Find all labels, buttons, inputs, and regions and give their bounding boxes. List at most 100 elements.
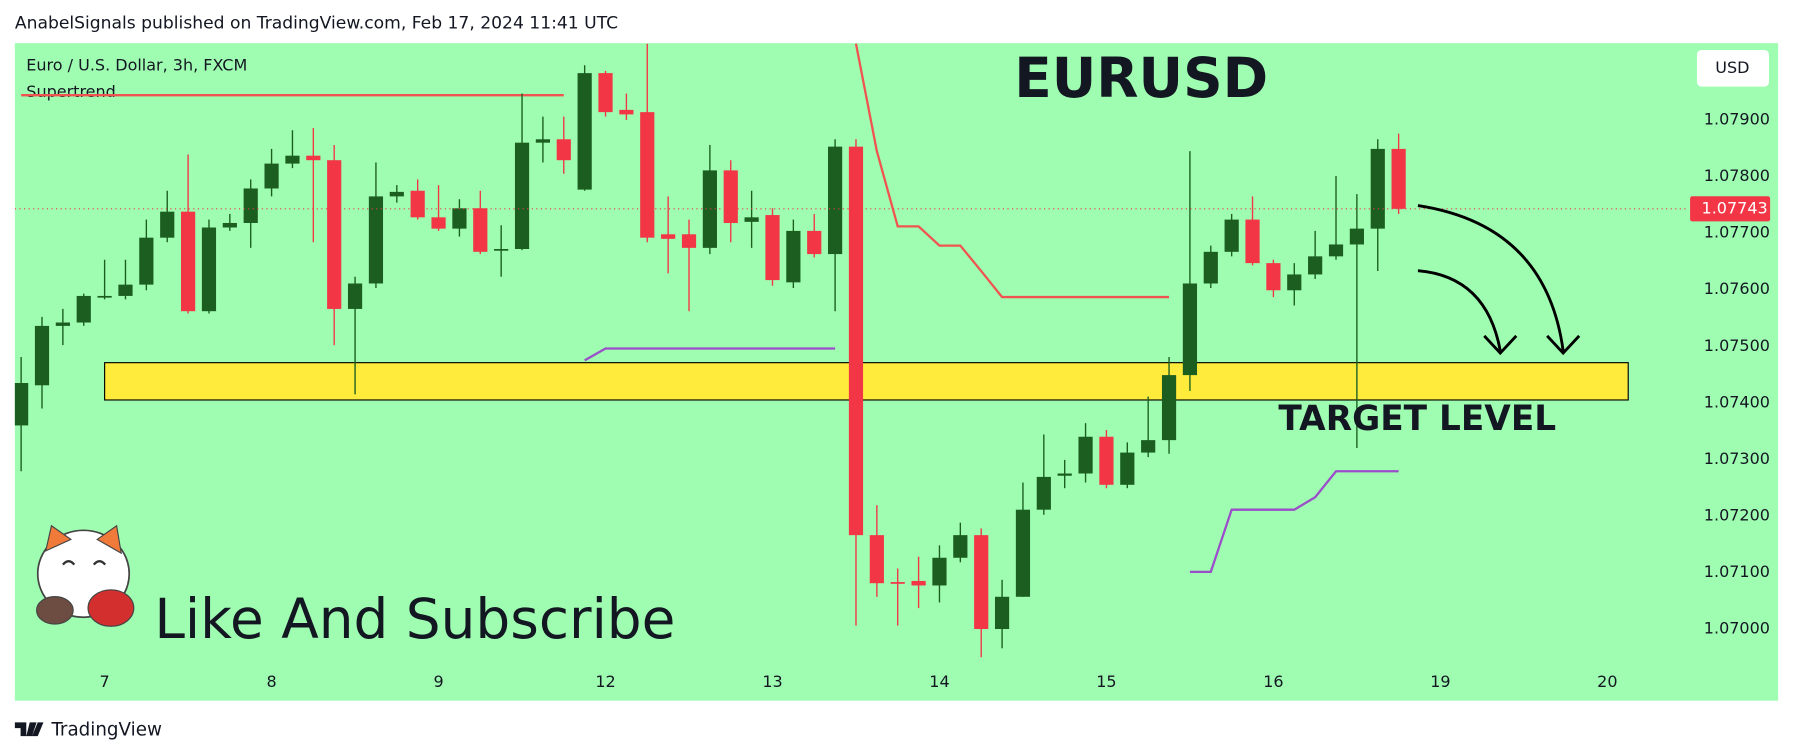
candle-body [1057, 473, 1072, 476]
x-tick-label: 12 [595, 672, 615, 691]
candle-body [1015, 509, 1031, 597]
supertrend-lower [584, 347, 1399, 574]
candle-body [368, 196, 384, 284]
candle-body [139, 237, 154, 285]
x-tick-label: 14 [929, 672, 949, 691]
last-price-label: 1.07743 [1702, 198, 1768, 217]
candle-body [1203, 251, 1218, 284]
y-tick-label: 1.07800 [1704, 166, 1770, 185]
cat-mascot [36, 524, 135, 627]
target-arrows [1417, 204, 1581, 356]
x-tick-label: 19 [1430, 672, 1450, 691]
candle-body [1245, 219, 1260, 264]
y-tick-label: 1.07400 [1704, 392, 1770, 411]
candle-body [1141, 440, 1156, 453]
y-tick-label: 1.07600 [1704, 279, 1770, 298]
candle-body [1224, 219, 1239, 252]
candle-body [556, 139, 571, 161]
candle-body [681, 234, 697, 248]
symbol-label: Euro / U.S. Dollar, 3h, FXCM [26, 56, 247, 75]
candle-body [1161, 375, 1177, 441]
supertrend-upper [21, 43, 1170, 299]
annotation: Like And Subscribe [154, 587, 675, 651]
candle-body [619, 109, 634, 115]
y-tick-label: 1.07100 [1704, 562, 1770, 581]
candle-body [389, 191, 404, 197]
candle-body [160, 211, 175, 238]
y-tick-label: 1.07200 [1704, 505, 1770, 524]
candle-body [869, 535, 884, 584]
candle-body [786, 230, 801, 283]
indicator-label: Supertrend [26, 82, 116, 101]
candle-body [285, 155, 300, 164]
y-tick-label: 1.07300 [1704, 449, 1770, 468]
x-tick-label: 9 [433, 672, 443, 691]
y-tick-label: 1.07500 [1704, 336, 1770, 355]
candle-body [932, 557, 947, 586]
candle-body [431, 217, 446, 229]
last-price-box [1690, 196, 1771, 222]
x-tick-label: 15 [1096, 672, 1116, 691]
x-tick-label: 8 [266, 672, 276, 691]
candle-body [222, 222, 237, 228]
x-tick-label: 7 [100, 672, 110, 691]
candle-body [661, 234, 676, 239]
candle-body [306, 155, 321, 161]
candle-body [1266, 263, 1281, 291]
candle-body [1349, 228, 1364, 245]
candle-body [1099, 436, 1114, 485]
candle-body [97, 295, 112, 298]
candle-body [598, 73, 613, 113]
candle-body [76, 295, 91, 323]
candle-body [974, 535, 989, 630]
chart-title: EURUSD [1014, 46, 1268, 110]
candle-body [890, 582, 905, 584]
candle-body [640, 112, 655, 238]
candle-body [744, 217, 759, 222]
plot [14, 43, 1687, 658]
candle-body [702, 170, 717, 248]
candle-body [181, 211, 196, 312]
candle-body [14, 383, 29, 426]
publish-header: AnabelSignals published on TradingView.c… [15, 14, 618, 34]
x-tick-label: 13 [762, 672, 782, 691]
target-label: TARGET LEVEL [1278, 399, 1556, 439]
candle-body [243, 188, 258, 223]
candle-body [1370, 148, 1385, 229]
x-tick-label: 16 [1263, 672, 1283, 691]
candle-body [327, 160, 342, 309]
y-tick-label: 1.07000 [1704, 619, 1770, 638]
candle-body [494, 248, 509, 251]
y-tick-label: 1.07700 [1704, 223, 1770, 242]
candle-body [1287, 274, 1302, 291]
candle-body [1036, 476, 1051, 510]
candle-body [577, 73, 592, 190]
candle-body [514, 142, 530, 249]
candle-body [1078, 436, 1093, 474]
candle-body [828, 146, 843, 255]
candle-body [1182, 283, 1198, 376]
candle-body [535, 139, 551, 143]
overlay: 1.07000 1.07100 1.07200 1.07300 1.07400 1.075… [100, 110, 1771, 691]
candle-body [34, 325, 50, 386]
candle-body [347, 283, 363, 309]
y-tick-label: 1.07900 [1704, 110, 1770, 129]
candle-body [55, 322, 70, 326]
currency-box[interactable] [1696, 50, 1769, 87]
candle-body [765, 215, 780, 281]
candle-body [1120, 452, 1135, 485]
currency-label[interactable]: USD [1715, 58, 1749, 77]
candle-body [723, 170, 738, 223]
candle-body [848, 146, 864, 536]
candle-body [410, 190, 425, 218]
candle-body [118, 284, 133, 296]
candle-body [994, 596, 1010, 630]
candle-body [1328, 244, 1344, 257]
candle-body [953, 535, 968, 558]
candle-body [1391, 148, 1406, 209]
target-zone [104, 362, 1629, 401]
candle-body [911, 580, 926, 586]
candle-body [473, 208, 488, 252]
